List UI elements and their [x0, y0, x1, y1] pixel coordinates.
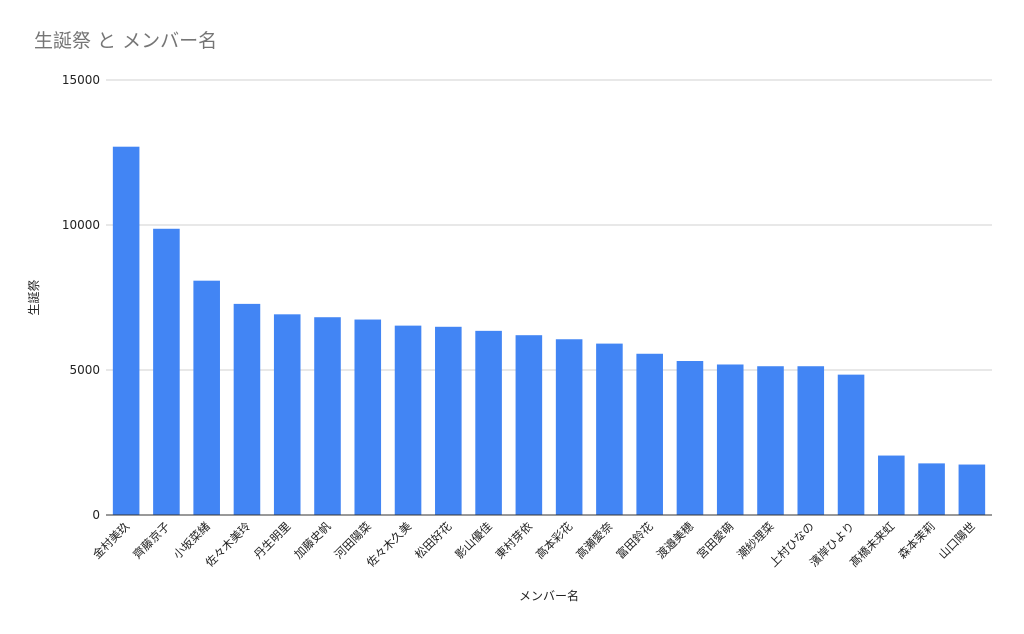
- x-tick-label: 東村芽依: [493, 519, 536, 562]
- bar: [112, 146, 140, 515]
- x-tick-label: 富田鈴花: [613, 519, 656, 562]
- x-tick-label: 齊藤京子: [130, 519, 172, 561]
- x-tick-label: 山口陽世: [936, 519, 978, 561]
- x-tick-label: 森本茉莉: [895, 519, 937, 561]
- bar: [596, 343, 623, 515]
- y-tick-label: 5000: [69, 363, 100, 377]
- x-axis-title: メンバー名: [519, 588, 579, 603]
- bar: [797, 366, 825, 515]
- bar: [555, 339, 583, 515]
- x-tick-label: 丹生明里: [251, 519, 293, 561]
- x-tick-label: 加藤史帆: [291, 519, 334, 562]
- bar: [233, 303, 261, 515]
- bar: [958, 464, 986, 515]
- x-tick-label: 影山優佳: [452, 519, 495, 562]
- bar: [918, 463, 945, 515]
- bar: [314, 317, 341, 515]
- bar: [435, 326, 462, 515]
- x-tick-label: 金村美玖: [90, 519, 133, 562]
- bar: [636, 353, 663, 515]
- bar: [837, 374, 865, 515]
- x-tick-label: 宮田愛萌: [694, 519, 736, 561]
- chart-title: 生誕祭 と メンバー名: [34, 30, 218, 52]
- y-tick-label: 15000: [62, 73, 100, 87]
- bars: [112, 146, 986, 515]
- bar: [757, 366, 784, 515]
- bar: [354, 319, 382, 515]
- bar: [193, 280, 220, 515]
- y-tick-label: 10000: [62, 218, 100, 232]
- bar: [394, 325, 422, 515]
- bar: [878, 455, 905, 515]
- x-tick-label: 高本彩花: [533, 519, 576, 562]
- y-axis-title: 生誕祭: [27, 279, 41, 315]
- y-tick-label: 0: [92, 508, 100, 522]
- bar: [515, 335, 543, 515]
- bar: [716, 364, 744, 515]
- x-tick-label: 松田好花: [412, 519, 455, 562]
- y-tick-labels: 0 5000 10000 15000: [62, 73, 100, 522]
- bar: [676, 361, 704, 515]
- bar: [475, 330, 502, 515]
- x-tick-labels: 金村美玖齊藤京子小坂菜緒佐々木美玲丹生明里加藤史帆河田陽菜佐々木久美松田好花影山…: [90, 519, 978, 570]
- bar: [153, 228, 180, 515]
- x-tick-label: 高瀬愛奈: [573, 519, 616, 562]
- x-tick-label: 渡邉美穂: [654, 519, 697, 562]
- bar: [273, 314, 301, 515]
